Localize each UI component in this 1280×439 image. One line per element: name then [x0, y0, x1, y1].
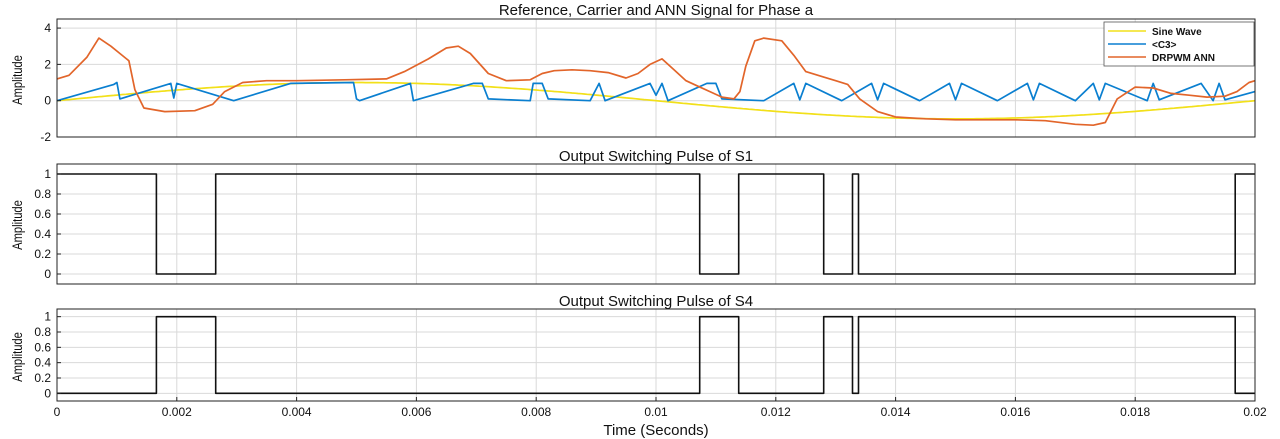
panel-3-y-ticks: 00.20.4 0.60.81	[34, 310, 61, 400]
legend: Sine Wave <C3> DRPWM ANN	[1103, 21, 1255, 67]
legend-label-drpwm-ann: DRPWM ANN	[1152, 53, 1215, 64]
x-tick-label: 0.014	[881, 405, 911, 419]
y-tick-label: 0.8	[34, 325, 51, 339]
panel-1-plot-area	[56, 37, 1256, 127]
panel-3-grid	[56, 309, 1256, 401]
y-tick-label: 4	[44, 21, 51, 35]
panel-switching-pulse-s4: Output Switching Pulse of S4 Amplitude 0…	[10, 293, 1267, 439]
y-tick-label: 2	[44, 57, 51, 71]
panel-3-plot-area	[57, 315, 1255, 395]
series-line-drpwm-ann	[56, 37, 1256, 127]
x-tick-label: 0.004	[282, 405, 312, 419]
x-tick-label: 0.006	[401, 405, 431, 419]
x-tick-label: 0.008	[521, 405, 551, 419]
x-tick-label: 0.002	[162, 405, 192, 419]
y-tick-label: 1	[44, 310, 51, 324]
panel-1-title: Reference, Carrier and ANN Signal for Ph…	[499, 2, 814, 19]
x-tick-label: 0.018	[1120, 405, 1150, 419]
panel-3-ylabel: Amplitude	[10, 332, 25, 382]
x-tick-label: 0.02	[1243, 405, 1267, 419]
y-tick-label: 0	[44, 386, 51, 400]
panel-3-frame	[56, 308, 1256, 402]
series-line-c3	[56, 81, 1256, 102]
x-tick-label: 0.012	[761, 405, 791, 419]
panel-1-y-ticks: -2 0 2 4	[40, 21, 61, 144]
panel-2-plot-area	[57, 173, 1255, 275]
y-tick-label: 0.2	[34, 247, 51, 261]
x-axis-ticks: 0 0.002 0.004 0.006 0.008 0.01 0.012 0.014 0.016…	[54, 397, 1267, 419]
x-tick-label: 0	[54, 405, 61, 419]
panel-2-title: Output Switching Pulse of S1	[559, 148, 753, 165]
x-axis-label: Time (Seconds)	[603, 422, 708, 439]
panel-1-grid	[56, 19, 1256, 138]
y-tick-label: 0	[44, 267, 51, 281]
legend-label-sine-wave: Sine Wave	[1152, 27, 1202, 38]
x-tick-label: 0.016	[1000, 405, 1030, 419]
y-tick-label: 0.6	[34, 340, 51, 354]
panel-switching-pulse-s1: Output Switching Pulse of S1 Amplitude 0…	[10, 148, 1256, 285]
y-tick-label: -2	[40, 130, 51, 144]
y-tick-label: 0.6	[34, 207, 51, 221]
series-line-s1	[57, 173, 1255, 275]
panel-3-title: Output Switching Pulse of S4	[559, 293, 753, 310]
y-tick-label: 0.2	[34, 371, 51, 385]
legend-label-c3: <C3>	[1152, 40, 1177, 51]
panel-1-frame	[56, 18, 1256, 138]
y-tick-label: 0.4	[34, 227, 51, 241]
panel-reference-carrier-ann: Reference, Carrier and ANN Signal for Ph…	[10, 2, 1256, 144]
panel-1-ylabel: Amplitude	[10, 55, 25, 105]
series-line-s4	[57, 315, 1255, 395]
x-tick-label: 0.01	[644, 405, 668, 419]
y-tick-label: 0.4	[34, 356, 51, 370]
panel-2-grid	[56, 164, 1256, 284]
panel-2-ylabel: Amplitude	[10, 200, 25, 250]
panel-2-y-ticks: 0 0.2 0.4 0.6 0.8 1	[34, 167, 61, 281]
series-line-sine-wave	[56, 81, 1256, 120]
y-tick-label: 1	[44, 167, 51, 181]
y-tick-label: 0.8	[34, 187, 51, 201]
y-tick-label: 0	[44, 94, 51, 108]
panel-2-frame	[56, 163, 1256, 285]
